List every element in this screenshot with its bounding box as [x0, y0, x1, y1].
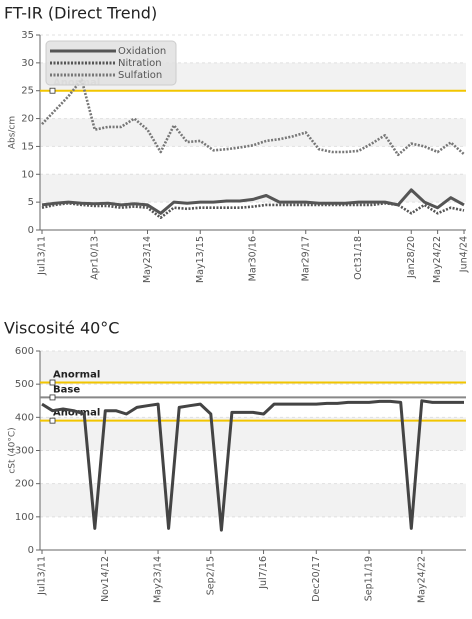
- legend-label: Nitration: [118, 58, 162, 69]
- x-tick-label: Sep2/15: [205, 556, 216, 595]
- y-tick-label: 100: [15, 512, 34, 523]
- y-tick-label: 600: [15, 346, 34, 357]
- x-tick-label: Oct31/18: [353, 236, 364, 280]
- y-tick-label: 5: [28, 197, 34, 208]
- x-tick-label: Jul13/11: [37, 236, 48, 276]
- threshold-handle: [49, 379, 56, 386]
- y-tick-label: 400: [15, 412, 34, 423]
- legend-label: Oxidation: [118, 46, 166, 57]
- y-tick-label: 200: [15, 479, 34, 490]
- grid-band: [40, 118, 466, 147]
- x-tick-label: Jul7/16: [258, 556, 269, 590]
- x-tick-label: May23/14: [153, 556, 164, 603]
- y-tick-label: 0: [28, 225, 34, 236]
- threshold-handle: [49, 87, 56, 94]
- x-tick-label: Apr10/13: [89, 236, 100, 280]
- data-line: [41, 188, 465, 215]
- chart-title: Viscosité 40°C: [4, 319, 119, 338]
- y-tick-label: 35: [21, 30, 34, 41]
- threshold-label: Anormal: [53, 370, 100, 381]
- x-tick-label: Jun4/24: [459, 236, 470, 273]
- x-tick-label: Mar29/17: [300, 236, 311, 281]
- grid-band: [40, 483, 466, 517]
- grid-band: [40, 351, 466, 385]
- y-tick-label: 0: [28, 545, 34, 556]
- data-line: [41, 202, 465, 219]
- x-tick-label: Nov14/12: [100, 556, 111, 602]
- grid-band: [40, 417, 466, 451]
- y-tick-label: 20: [21, 114, 34, 125]
- data-line: [41, 399, 464, 532]
- x-tick-label: Jul13/11: [37, 556, 48, 596]
- x-tick-label: Sep11/19: [364, 556, 375, 601]
- chart-title: FT-IR (Direct Trend): [4, 4, 157, 23]
- y-axis-label: cSt (40°C): [8, 427, 18, 473]
- y-tick-label: 25: [21, 86, 34, 97]
- x-tick-label: May24/22: [416, 556, 427, 603]
- grid-band: [40, 174, 466, 203]
- x-tick-label: Dec20/17: [311, 556, 322, 602]
- x-tick-label: May23/14: [142, 236, 153, 283]
- y-tick-label: 300: [15, 446, 34, 457]
- y-tick-label: 15: [21, 141, 34, 152]
- legend-label: Sulfation: [118, 70, 162, 81]
- threshold-label: Base: [53, 384, 80, 395]
- y-axis-label: Abs/cm: [8, 116, 18, 149]
- y-tick-label: 10: [21, 169, 34, 180]
- threshold-handle: [49, 394, 56, 401]
- x-tick-label: May24/22: [432, 236, 443, 283]
- x-tick-label: Mar30/16: [248, 236, 259, 281]
- y-tick-label: 500: [15, 379, 34, 390]
- y-tick-label: 30: [21, 58, 34, 69]
- threshold-handle: [49, 417, 56, 424]
- x-tick-label: May13/15: [195, 236, 206, 283]
- x-tick-label: Jan28/20: [406, 236, 417, 279]
